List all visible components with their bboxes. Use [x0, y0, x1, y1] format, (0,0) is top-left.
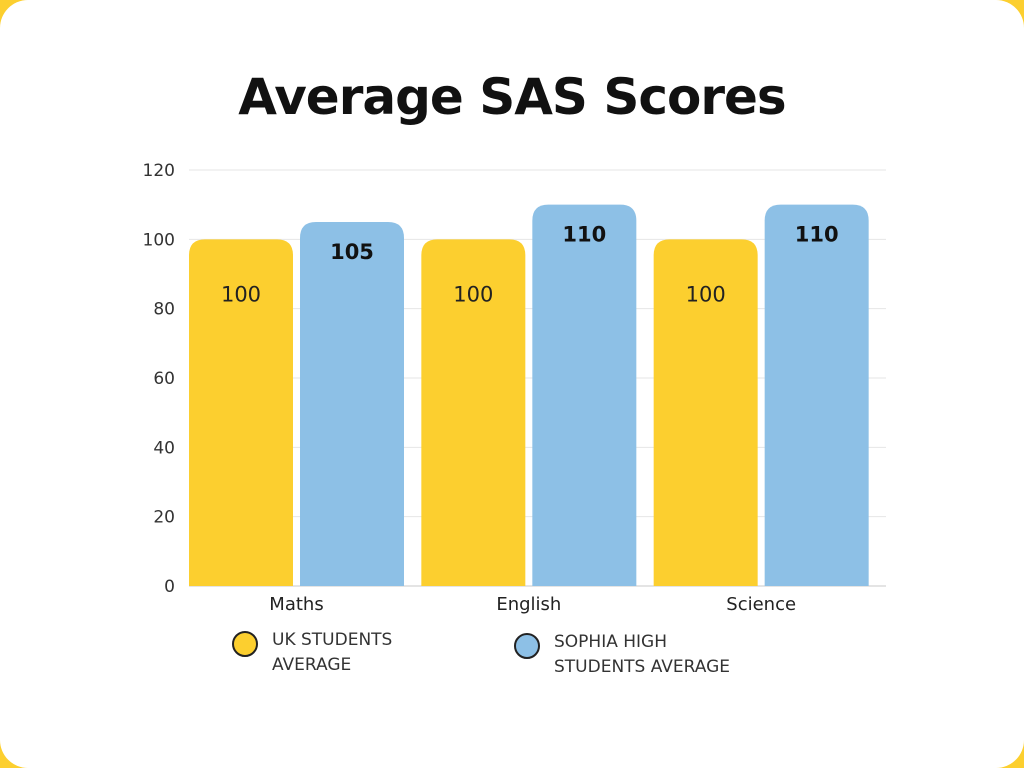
bar-sophia-average: [532, 204, 637, 586]
y-tick-label: 80: [153, 300, 175, 320]
data-labels: 100 105 100 110 100 110: [221, 223, 839, 307]
y-tick-label: 60: [153, 369, 175, 389]
y-tick-label: 0: [164, 577, 175, 597]
y-tick-label: 120: [143, 161, 175, 181]
x-category-label: Science: [726, 594, 796, 615]
bar-value-label: 100: [686, 282, 726, 306]
legend-item-uk: UK STUDENTS AVERAGE: [232, 628, 492, 678]
bar-uk-average: [421, 239, 526, 587]
bar-value-label: 110: [562, 223, 606, 247]
y-tick-label: 20: [153, 508, 175, 528]
bar-value-label: 105: [330, 240, 374, 264]
legend-label: UK STUDENTS AVERAGE: [272, 630, 393, 675]
bars: [189, 204, 869, 587]
legend-item-sophia: SOPHIA HIGH STUDENTS AVERAGE: [514, 630, 774, 680]
y-tick-label: 40: [153, 438, 175, 458]
bar-sophia-average: [300, 222, 404, 586]
bar-value-label: 110: [795, 223, 839, 247]
bar-uk-average: [653, 239, 758, 587]
y-axis-ticks: 0 20 40 60 80 100 120: [143, 161, 175, 597]
legend-swatch-icon: [232, 631, 258, 657]
legend-swatch-icon: [514, 633, 540, 659]
bar-uk-average: [189, 239, 293, 587]
bar-value-label: 100: [453, 282, 493, 306]
bar-value-label: 100: [221, 282, 261, 306]
y-tick-label: 100: [143, 230, 175, 250]
x-axis-categories: Maths English Science: [269, 594, 796, 615]
legend-label: SOPHIA HIGH STUDENTS AVERAGE: [554, 632, 731, 677]
x-category-label: English: [496, 594, 561, 615]
x-category-label: Maths: [269, 594, 323, 615]
chart-title: Average SAS Scores: [238, 68, 786, 126]
bar-sophia-average: [764, 204, 869, 586]
